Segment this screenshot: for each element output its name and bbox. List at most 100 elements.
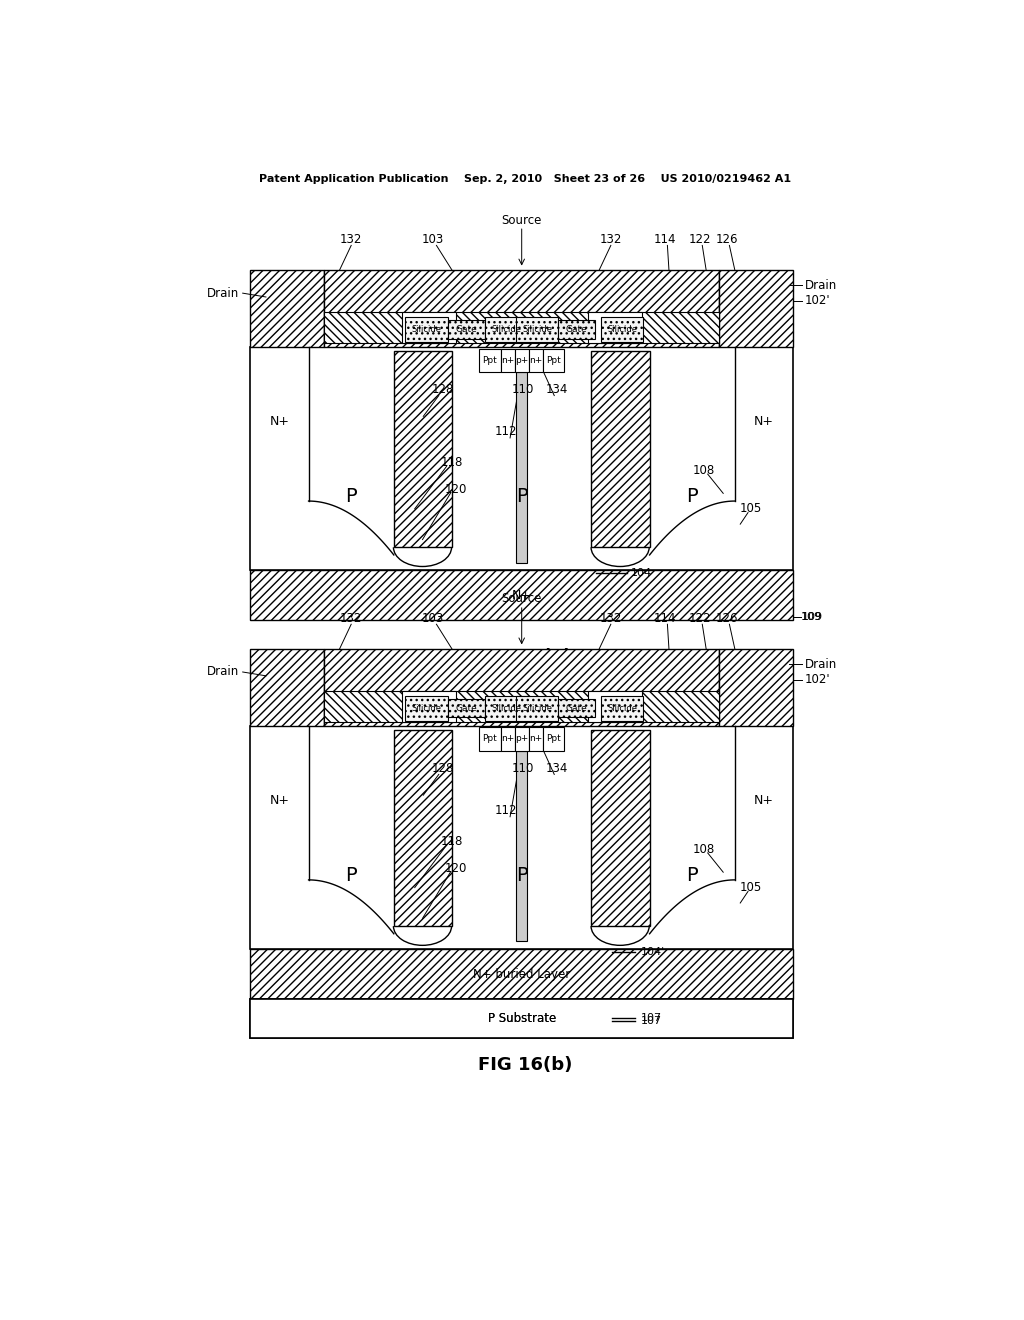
Bar <box>719 649 793 726</box>
Text: N+: N+ <box>754 795 773 807</box>
Bar <box>394 351 452 548</box>
Text: 118: 118 <box>440 834 463 847</box>
Text: 126: 126 <box>716 611 738 624</box>
Text: 132: 132 <box>340 611 362 624</box>
Bar <box>592 351 649 548</box>
Text: Ppt: Ppt <box>482 355 498 364</box>
Text: Gate: Gate <box>566 704 588 713</box>
Text: P Substrate: P Substrate <box>487 1012 556 1026</box>
Text: P Substrate: P Substrate <box>487 1012 556 1026</box>
Text: p+: p+ <box>515 734 528 743</box>
Bar <box>401 692 456 722</box>
Text: 126: 126 <box>716 232 738 246</box>
Bar <box>251 726 793 949</box>
Text: FIG 16(a): FIG 16(a) <box>478 648 571 667</box>
Text: p+: p+ <box>515 355 528 364</box>
Bar <box>515 727 528 751</box>
Text: P: P <box>345 487 357 506</box>
Text: 107: 107 <box>641 1016 663 1026</box>
Text: 105: 105 <box>739 880 762 894</box>
Text: Silicide: Silicide <box>412 325 441 334</box>
Bar <box>601 696 643 721</box>
Bar <box>394 730 452 927</box>
Text: N+: N+ <box>270 416 290 428</box>
Text: Silicide: Silicide <box>492 325 521 334</box>
Text: 104': 104' <box>641 948 666 957</box>
Text: Drain: Drain <box>805 279 837 292</box>
Text: N+: N+ <box>754 416 773 428</box>
Text: 102': 102' <box>805 673 830 686</box>
Text: P: P <box>686 487 698 506</box>
Text: 103: 103 <box>422 611 443 624</box>
Bar <box>601 317 643 342</box>
Text: P: P <box>686 866 698 884</box>
Text: Silicide: Silicide <box>412 704 441 713</box>
Text: 110: 110 <box>512 383 535 396</box>
Text: Drain: Drain <box>805 657 837 671</box>
Text: Gate: Gate <box>456 325 477 334</box>
Text: n+: n+ <box>529 734 543 743</box>
Text: 112: 112 <box>495 804 517 817</box>
Text: n+: n+ <box>501 734 514 743</box>
Text: Silicide: Silicide <box>607 704 638 713</box>
Bar <box>251 649 324 726</box>
Text: 102': 102' <box>805 294 830 308</box>
Text: P: P <box>516 866 527 884</box>
Text: 110: 110 <box>512 762 535 775</box>
Text: Ppt: Ppt <box>546 734 561 743</box>
Text: Patent Application Publication    Sep. 2, 2010   Sheet 23 of 26    US 2010/02194: Patent Application Publication Sep. 2, 2… <box>259 174 791 185</box>
Text: 134: 134 <box>546 383 567 396</box>
Text: 104: 104 <box>631 568 652 578</box>
Bar <box>401 313 456 343</box>
Text: Ppt: Ppt <box>546 355 561 364</box>
Text: Silicide: Silicide <box>607 325 638 334</box>
Bar <box>324 271 719 347</box>
Text: 105: 105 <box>739 502 762 515</box>
Bar <box>251 949 793 999</box>
Bar <box>558 700 595 718</box>
Text: 132: 132 <box>340 232 362 246</box>
Text: Drain: Drain <box>207 286 239 300</box>
Bar <box>406 696 449 721</box>
Bar <box>479 727 501 751</box>
Bar <box>515 317 558 342</box>
Bar <box>592 730 649 927</box>
Bar <box>588 313 642 343</box>
Bar <box>543 727 564 751</box>
Bar <box>324 692 719 722</box>
Bar <box>588 692 642 722</box>
Text: Silicide: Silicide <box>492 704 521 713</box>
Bar <box>516 372 527 562</box>
Text: 108: 108 <box>692 842 715 855</box>
Bar <box>479 348 501 372</box>
Bar <box>515 696 558 721</box>
Bar <box>485 696 528 721</box>
Bar <box>324 313 719 343</box>
Text: 109: 109 <box>802 611 823 622</box>
Bar <box>516 751 527 941</box>
Bar <box>324 649 719 726</box>
Text: 114: 114 <box>654 611 676 624</box>
Text: 132: 132 <box>600 611 622 624</box>
Bar <box>528 727 543 751</box>
Bar <box>449 321 485 339</box>
Text: Drain: Drain <box>207 665 239 678</box>
Text: 107: 107 <box>641 1014 663 1023</box>
Bar <box>528 348 543 372</box>
Bar <box>251 347 793 570</box>
Bar <box>719 271 793 347</box>
Text: FIG 16(b): FIG 16(b) <box>477 1056 572 1074</box>
Text: 122: 122 <box>689 611 712 624</box>
Bar <box>251 999 793 1038</box>
Text: 120: 120 <box>444 862 467 875</box>
Text: Ppt: Ppt <box>482 734 498 743</box>
Bar <box>485 317 528 342</box>
Text: 134: 134 <box>546 762 567 775</box>
Text: n+: n+ <box>529 355 543 364</box>
Text: P: P <box>345 866 357 884</box>
Bar <box>251 570 793 620</box>
Bar <box>449 700 485 718</box>
Text: 132: 132 <box>600 232 622 246</box>
Bar <box>406 317 449 342</box>
Text: n+: n+ <box>501 355 514 364</box>
